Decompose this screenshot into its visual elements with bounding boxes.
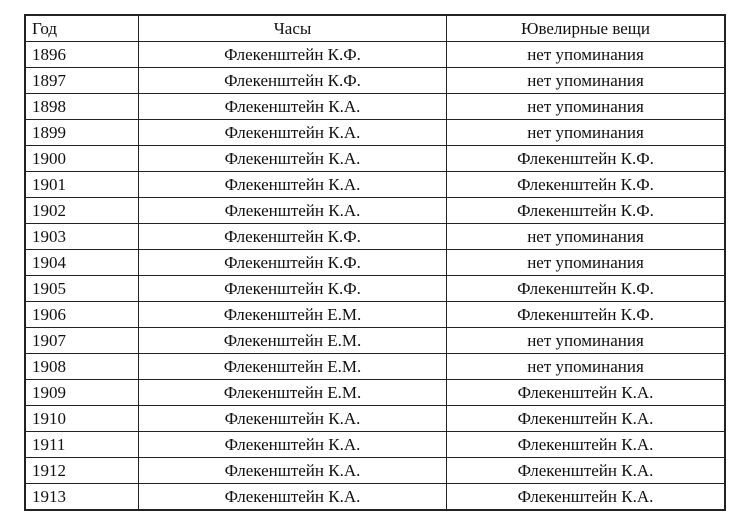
- cell-watches: Флекенштейн К.Ф.: [138, 67, 447, 94]
- cell-year: 1898: [24, 93, 139, 120]
- cell-watches: Флекенштейн К.Ф.: [138, 223, 447, 250]
- table-row: 1909 Флекенштейн Е.М. Флекенштейн К.А.: [24, 379, 726, 406]
- table-row: 1912 Флекенштейн К.А. Флекенштейн К.А.: [24, 457, 726, 484]
- cell-jewelry: нет упоминания: [446, 41, 726, 68]
- cell-jewelry: нет упоминания: [446, 119, 726, 146]
- table-row: 1903 Флекенштейн К.Ф. нет упоминания: [24, 223, 726, 250]
- cell-jewelry: Флекенштейн К.Ф.: [446, 197, 726, 224]
- cell-jewelry: нет упоминания: [446, 327, 726, 354]
- cell-watches: Флекенштейн К.А.: [138, 171, 447, 198]
- table-row: 1897 Флекенштейн К.Ф. нет упоминания: [24, 67, 726, 94]
- cell-jewelry: Флекенштейн К.А.: [446, 483, 726, 511]
- header-watches: Часы: [138, 14, 447, 42]
- cell-watches: Флекенштейн К.А.: [138, 431, 447, 458]
- table-row: 1905 Флекенштейн К.Ф. Флекенштейн К.Ф.: [24, 275, 726, 302]
- cell-year: 1902: [24, 197, 139, 224]
- table-row: 1899 Флекенштейн К.А. нет упоминания: [24, 119, 726, 146]
- cell-watches: Флекенштейн К.А.: [138, 405, 447, 432]
- header-row: Год Часы Ювелирные вещи: [24, 14, 726, 42]
- table-row: 1901 Флекенштейн К.А. Флекенштейн К.Ф.: [24, 171, 726, 198]
- cell-jewelry: нет упоминания: [446, 93, 726, 120]
- cell-jewelry: нет упоминания: [446, 249, 726, 276]
- cell-jewelry: Флекенштейн К.Ф.: [446, 145, 726, 172]
- table-row: 1908 Флекенштейн Е.М. нет упоминания: [24, 353, 726, 380]
- cell-year: 1899: [24, 119, 139, 146]
- cell-watches: Флекенштейн К.Ф.: [138, 249, 447, 276]
- cell-year: 1906: [24, 301, 139, 328]
- cell-year: 1910: [24, 405, 139, 432]
- table-row: 1910 Флекенштейн К.А. Флекенштейн К.А.: [24, 405, 726, 432]
- cell-year: 1909: [24, 379, 139, 406]
- cell-jewelry: Флекенштейн К.Ф.: [446, 171, 726, 198]
- table-row: 1896 Флекенштейн К.Ф. нет упоминания: [24, 41, 726, 68]
- cell-jewelry: нет упоминания: [446, 353, 726, 380]
- cell-year: 1911: [24, 431, 139, 458]
- table-row: 1900 Флекенштейн К.А. Флекенштейн К.Ф.: [24, 145, 726, 172]
- cell-watches: Флекенштейн К.А.: [138, 197, 447, 224]
- cell-year: 1905: [24, 275, 139, 302]
- table-row: 1911 Флекенштейн К.А. Флекенштейн К.А.: [24, 431, 726, 458]
- table-row: 1907 Флекенштейн Е.М. нет упоминания: [24, 327, 726, 354]
- cell-watches: Флекенштейн К.А.: [138, 457, 447, 484]
- cell-watches: Флекенштейн К.А.: [138, 483, 447, 511]
- cell-watches: Флекенштейн Е.М.: [138, 327, 447, 354]
- cell-watches: Флекенштейн Е.М.: [138, 301, 447, 328]
- table-row: 1904 Флекенштейн К.Ф. нет упоминания: [24, 249, 726, 276]
- cell-year: 1908: [24, 353, 139, 380]
- cell-jewelry: Флекенштейн К.Ф.: [446, 301, 726, 328]
- cell-watches: Флекенштейн К.А.: [138, 93, 447, 120]
- table-row: 1902 Флекенштейн К.А. Флекенштейн К.Ф.: [24, 197, 726, 224]
- cell-year: 1912: [24, 457, 139, 484]
- cell-year: 1913: [24, 483, 139, 511]
- cell-jewelry: нет упоминания: [446, 223, 726, 250]
- cell-year: 1896: [24, 41, 139, 68]
- header-year: Год: [24, 14, 139, 42]
- table-row: 1906 Флекенштейн Е.М. Флекенштейн К.Ф.: [24, 301, 726, 328]
- cell-jewelry: Флекенштейн К.А.: [446, 405, 726, 432]
- cell-year: 1907: [24, 327, 139, 354]
- cell-year: 1901: [24, 171, 139, 198]
- cell-year: 1904: [24, 249, 139, 276]
- cell-jewelry: Флекенштейн К.А.: [446, 431, 726, 458]
- cell-year: 1903: [24, 223, 139, 250]
- table-row: 1898 Флекенштейн К.А. нет упоминания: [24, 93, 726, 120]
- cell-jewelry: Флекенштейн К.Ф.: [446, 275, 726, 302]
- cell-watches: Флекенштейн К.А.: [138, 145, 447, 172]
- cell-jewelry: нет упоминания: [446, 67, 726, 94]
- cell-year: 1900: [24, 145, 139, 172]
- cell-watches: Флекенштейн К.А.: [138, 119, 447, 146]
- header-jewelry: Ювелирные вещи: [446, 14, 726, 42]
- cell-year: 1897: [24, 67, 139, 94]
- cell-watches: Флекенштейн Е.М.: [138, 353, 447, 380]
- cell-watches: Флекенштейн К.Ф.: [138, 275, 447, 302]
- cell-jewelry: Флекенштейн К.А.: [446, 457, 726, 484]
- cell-jewelry: Флекенштейн К.А.: [446, 379, 726, 406]
- cell-watches: Флекенштейн К.Ф.: [138, 41, 447, 68]
- table-row: 1913 Флекенштейн К.А. Флекенштейн К.А.: [24, 483, 726, 511]
- cell-watches: Флекенштейн Е.М.: [138, 379, 447, 406]
- data-table: Год Часы Ювелирные вещи 1896 Флекенштейн …: [24, 14, 726, 511]
